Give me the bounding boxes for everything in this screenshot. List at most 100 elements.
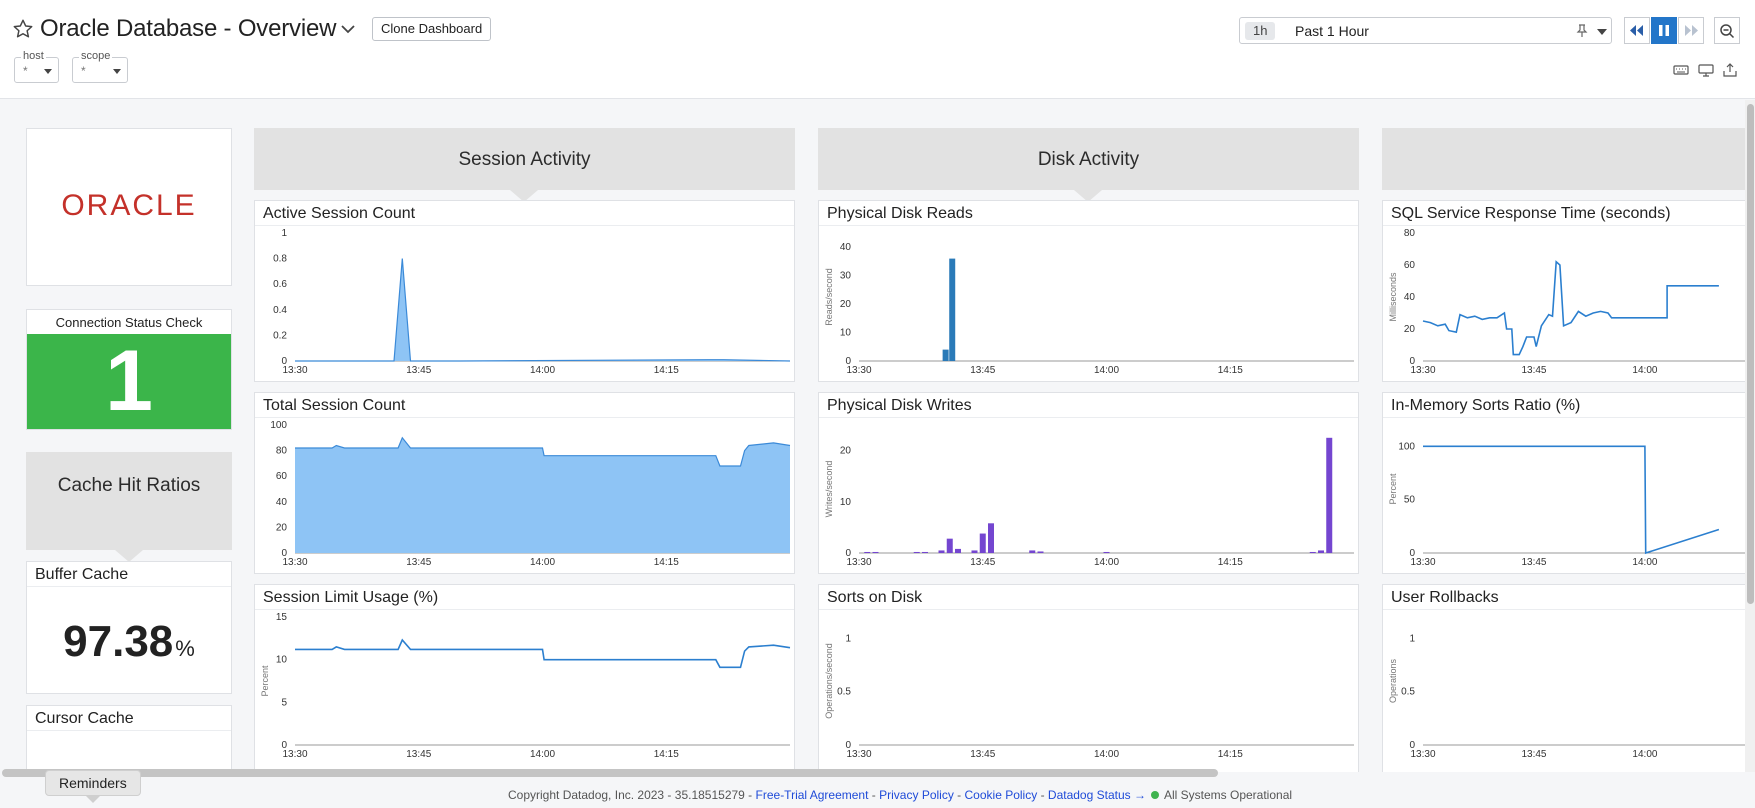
y-tick-label: 20 [840,299,852,310]
reminders-button[interactable]: Reminders [45,770,141,796]
y-tick-label: 0 [1409,548,1415,559]
y-tick-label: 15 [276,612,288,623]
connection-status-widget: Connection Status Check 1 [26,309,232,430]
x-tick-label: 13:30 [282,749,307,760]
y-tick-label: 0.2 [273,330,287,341]
keyboard-icon[interactable] [1673,63,1689,77]
y-tick-label: 0.4 [273,305,287,316]
physical-disk-writes-chart[interactable]: 0 10 20 13:30 13:45 14:00 14:15 Writes/second [819,393,1360,575]
in-memory-sorts-ratio-chart[interactable]: 0 50 100 13:30 13:45 14:00 Percent [1383,393,1745,575]
y-tick-label: 10 [276,655,288,666]
footer: Copyright Datadog, Inc. 2023 - 35.185152… [0,778,1755,808]
divider [27,586,231,587]
y-tick-label: 0 [1409,740,1415,751]
total-session-count-chart[interactable]: 0 20 40 60 80 100 13:30 13:45 14:00 14:15 [255,393,796,575]
rewind-button[interactable] [1624,17,1650,44]
x-tick-label: 13:45 [970,365,995,376]
vertical-scrollbar-thumb[interactable] [1747,104,1754,604]
y-tick-label: 0.6 [273,279,287,290]
active-session-count-widget: Active Session Count 0 0.2 0.4 0.6 0.8 1 13:30… [254,200,795,382]
sql-service-response-time-chart[interactable]: 0 20 40 60 80 13:30 13:45 14:00 Milliseconds [1383,201,1745,383]
x-tick-label: 13:30 [1410,365,1435,376]
footer-separator: - [871,788,876,802]
rewind-icon [1630,25,1643,36]
cursor-cache-title: Cursor Cache [35,710,134,727]
x-tick-label: 14:00 [1632,749,1657,760]
x-tick-label: 14:00 [530,749,555,760]
cache-hit-ratios-note: Cache Hit Ratios [26,452,232,562]
y-tick-label: 0.8 [273,254,287,265]
session-limit-usage-chart[interactable]: 0 5 10 15 13:30 13:45 14:00 14:15 Percent [255,585,796,767]
session-limit-usage-widget: Session Limit Usage (%) 0 5 10 15 13:30 13:45… [254,584,795,772]
data-bar [922,551,928,553]
divider [255,609,794,610]
y-tick-label: 30 [840,271,852,282]
physical-disk-reads-chart[interactable]: 0 10 20 30 40 13:30 13:45 14:00 14:15 Reads/secon… [819,201,1360,383]
share-icon[interactable] [1722,63,1738,77]
caret-down-icon[interactable] [1597,29,1607,35]
disk-activity-note: Disk Activity [818,128,1359,202]
buffer-cache-widget: Buffer Cache 97.38% [26,561,232,694]
footer-separator: - [1040,788,1045,802]
pin-icon[interactable] [1575,24,1589,38]
x-tick-label: 14:15 [1218,365,1243,376]
y-tick-label: 0 [281,740,287,751]
x-tick-label: 13:30 [846,749,871,760]
privacy-policy-link[interactable]: Privacy Policy [879,788,954,802]
active-session-count-chart[interactable]: 0 0.2 0.4 0.6 0.8 1 13:30 13:45 14:00 14:15 [255,201,796,383]
oracle-logo: ORACLE [61,189,197,222]
horizontal-scrollbar-thumb[interactable] [2,769,1218,777]
y-axis-label: Reads/second [824,268,834,326]
chevron-down-icon[interactable] [340,22,356,36]
connection-status-value-box: 1 [27,334,231,429]
series-line [295,638,791,669]
cache-hit-ratios-text: Cache Hit Ratios [57,475,201,496]
host-variable-select[interactable]: host * [14,50,59,83]
caret-down-icon [44,69,52,74]
time-range-selector[interactable]: 1h Past 1 Hour [1239,17,1612,44]
footer-text: Copyright Datadog, Inc. 2023 - 35.185152… [508,788,1292,802]
buffer-cache-title: Buffer Cache [35,566,129,583]
x-tick-label: 13:30 [282,365,307,376]
y-tick-label: 100 [1398,441,1415,452]
data-bar [913,551,920,553]
pause-button[interactable] [1651,17,1677,44]
cookie-policy-link[interactable]: Cookie Policy [964,788,1038,802]
y-tick-label: 0 [1409,356,1415,367]
fast-forward-button[interactable] [1678,17,1704,44]
datadog-status-link[interactable]: Datadog Status → [1047,788,1146,802]
x-tick-label: 14:00 [530,557,555,568]
data-bar [955,548,961,553]
pause-icon [1659,25,1669,36]
series-area [295,437,790,553]
divider [819,225,1358,226]
sorts-on-disk-chart[interactable]: 0 0.5 1 13:30 13:45 14:00 14:15 Operations/seco… [819,585,1360,767]
zoom-out-button[interactable] [1714,17,1740,44]
y-tick-label: 40 [840,242,852,253]
physical-disk-reads-widget: Physical Disk Reads 0 10 20 30 40 13:30 13:45 1… [818,200,1359,382]
clone-dashboard-button[interactable]: Clone Dashboard [372,17,492,41]
y-axis-label: Milliseconds [1388,272,1398,322]
note-pointer [510,190,538,202]
host-variable-value: * [23,64,28,78]
total-session-count-widget: Total Session Count 0 20 40 60 80 100 13:30 13:… [254,392,795,574]
x-tick-label: 13:45 [406,365,431,376]
tv-mode-icon[interactable] [1698,63,1714,77]
time-range-label: Past 1 Hour [1295,23,1369,39]
user-rollbacks-chart[interactable]: 0 0.5 1 13:30 13:45 14:00 Operations [1383,585,1745,767]
series-line [1423,445,1720,555]
data-bar [1309,551,1316,553]
x-tick-label: 13:45 [970,557,995,568]
data-bar [1037,551,1044,553]
buffer-cache-value-row: 97.38% [27,617,231,667]
vertical-scrollbar[interactable] [1745,100,1755,772]
y-tick-label: 40 [1404,292,1416,303]
reminders-pointer [86,796,100,803]
divider [1383,609,1745,610]
y-tick-label: 0.5 [837,687,851,698]
fast-forward-icon [1685,25,1698,36]
scope-variable-select[interactable]: scope * [72,50,128,83]
data-bar [979,533,986,553]
star-icon[interactable] [12,18,34,40]
free-trial-agreement-link[interactable]: Free-Trial Agreement [755,788,869,802]
